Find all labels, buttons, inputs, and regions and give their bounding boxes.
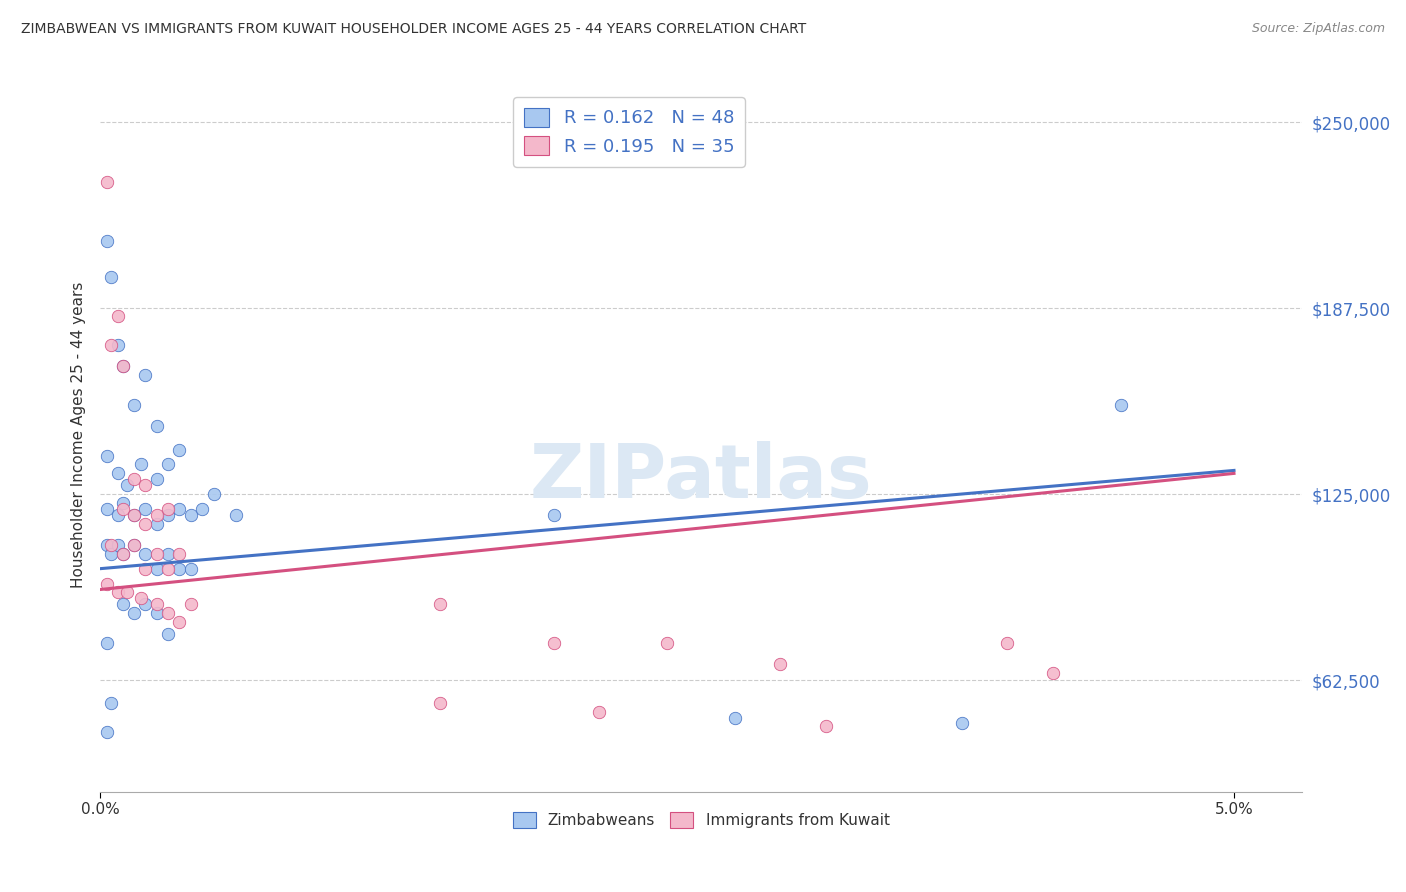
Point	[1109, 398, 1132, 412]
Point	[146, 598, 169, 612]
Point	[111, 502, 134, 516]
Point	[134, 598, 156, 612]
Point	[122, 472, 145, 486]
Point	[96, 502, 118, 516]
Point	[134, 368, 156, 383]
Point	[117, 478, 139, 492]
Point	[169, 502, 191, 516]
Text: ZIMBABWEAN VS IMMIGRANTS FROM KUWAIT HOUSEHOLDER INCOME AGES 25 - 44 YEARS CORRE: ZIMBABWEAN VS IMMIGRANTS FROM KUWAIT HOU…	[21, 22, 806, 37]
Point	[146, 547, 169, 561]
Point	[134, 478, 156, 492]
Point	[107, 585, 129, 599]
Point	[655, 636, 678, 650]
Point	[122, 538, 145, 552]
Point	[111, 547, 134, 561]
Point	[134, 547, 156, 561]
Point	[107, 508, 129, 522]
Point	[134, 516, 156, 531]
Point	[995, 636, 1018, 650]
Point	[429, 696, 451, 710]
Point	[146, 472, 169, 486]
Point	[157, 458, 180, 472]
Point	[180, 562, 202, 576]
Point	[96, 538, 118, 552]
Point	[111, 598, 134, 612]
Point	[111, 496, 134, 510]
Point	[100, 538, 122, 552]
Point	[146, 562, 169, 576]
Point	[96, 576, 118, 591]
Point	[117, 585, 139, 599]
Point	[157, 607, 180, 621]
Point	[96, 449, 118, 463]
Point	[950, 716, 973, 731]
Point	[157, 627, 180, 641]
Point	[169, 615, 191, 630]
Point	[134, 562, 156, 576]
Point	[107, 309, 129, 323]
Point	[111, 359, 134, 374]
Point	[122, 508, 145, 522]
Point	[129, 458, 152, 472]
Point	[1042, 665, 1064, 680]
Point	[180, 598, 202, 612]
Point	[429, 598, 451, 612]
Point	[157, 562, 180, 576]
Point	[157, 502, 180, 516]
Point	[107, 538, 129, 552]
Point	[146, 508, 169, 522]
Legend: Zimbabweans, Immigrants from Kuwait: Zimbabweans, Immigrants from Kuwait	[506, 806, 896, 834]
Point	[157, 508, 180, 522]
Point	[122, 538, 145, 552]
Point	[180, 508, 202, 522]
Point	[96, 175, 118, 189]
Point	[543, 508, 565, 522]
Point	[100, 338, 122, 352]
Point	[191, 502, 214, 516]
Point	[96, 725, 118, 739]
Point	[769, 657, 792, 671]
Text: ZIPatlas: ZIPatlas	[530, 441, 872, 514]
Point	[107, 467, 129, 481]
Point	[146, 516, 169, 531]
Point	[814, 719, 837, 733]
Point	[157, 547, 180, 561]
Point	[122, 508, 145, 522]
Point	[111, 547, 134, 561]
Point	[724, 710, 747, 724]
Point	[100, 547, 122, 561]
Point	[100, 269, 122, 284]
Point	[169, 562, 191, 576]
Point	[146, 418, 169, 433]
Point	[96, 636, 118, 650]
Point	[107, 338, 129, 352]
Point	[169, 547, 191, 561]
Point	[146, 607, 169, 621]
Point	[96, 234, 118, 248]
Point	[134, 502, 156, 516]
Text: Source: ZipAtlas.com: Source: ZipAtlas.com	[1251, 22, 1385, 36]
Point	[543, 636, 565, 650]
Point	[588, 705, 610, 719]
Point	[122, 607, 145, 621]
Point	[169, 442, 191, 457]
Point	[225, 508, 247, 522]
Point	[202, 487, 225, 501]
Y-axis label: Householder Income Ages 25 - 44 years: Householder Income Ages 25 - 44 years	[72, 282, 86, 588]
Point	[111, 359, 134, 374]
Point	[100, 696, 122, 710]
Point	[122, 398, 145, 412]
Point	[129, 591, 152, 606]
